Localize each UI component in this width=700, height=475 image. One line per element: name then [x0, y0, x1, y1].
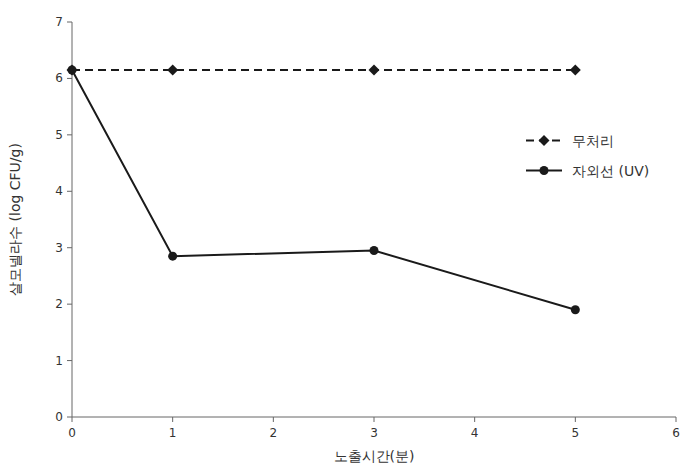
y-axis-line	[72, 22, 73, 417]
data-point	[68, 65, 77, 74]
y-tick	[67, 134, 72, 135]
y-axis-label: 살모넬라수 (log CFU/g)	[7, 143, 23, 296]
y-tick	[67, 22, 72, 23]
x-tick-label: 5	[572, 426, 580, 440]
legend: 무처리자외선 (UV)	[526, 133, 649, 179]
axes: 0 1 2 3 4 5 6 0 1 2 3 4 5 6 7	[55, 15, 679, 440]
data-point	[167, 64, 178, 75]
series	[68, 65, 580, 314]
y-tick-label: 2	[55, 297, 63, 311]
x-tick	[72, 417, 73, 422]
data-point	[570, 64, 581, 75]
x-tick-label: 6	[672, 426, 680, 440]
x-tick	[172, 417, 173, 422]
y-tick	[67, 191, 72, 192]
legend-marker	[539, 135, 550, 146]
y-tick-label: 7	[55, 15, 63, 29]
data-point	[369, 64, 380, 75]
y-tick-label: 4	[55, 184, 63, 198]
x-tick-label: 4	[471, 426, 479, 440]
y-tick-label: 6	[55, 71, 63, 85]
y-tick	[67, 247, 72, 248]
y-tick-label: 5	[55, 128, 63, 142]
x-axis-label: 노출시간(분)	[334, 448, 415, 464]
legend-marker	[540, 166, 549, 175]
data-point	[67, 64, 78, 75]
x-tick-label: 3	[370, 426, 378, 440]
y-tick	[67, 78, 72, 79]
x-tick	[474, 417, 475, 422]
x-tick-label: 1	[169, 426, 177, 440]
series-line	[72, 69, 575, 71]
data-point	[168, 252, 177, 261]
x-tick	[374, 417, 375, 422]
y-tick	[67, 304, 72, 305]
plot-area	[67, 64, 581, 314]
x-tick	[575, 417, 576, 422]
chart-svg: 0 1 2 3 4 5 6 0 1 2 3 4 5 6 7 노출시간(분) 살모넬라수 (log CFU/g) 무…	[0, 0, 700, 475]
x-tick	[273, 417, 274, 422]
series-line	[72, 70, 575, 310]
data-point	[370, 246, 379, 255]
chart-container: 0 1 2 3 4 5 6 0 1 2 3 4 5 6 7 노출시간(분) 살모넬라수 (log CFU/g) 무…	[0, 0, 700, 475]
legend-label: 무처리	[572, 133, 614, 149]
y-tick-label: 0	[55, 410, 63, 424]
y-tick	[67, 360, 72, 361]
x-tick-label: 0	[68, 426, 76, 440]
data-point	[571, 305, 580, 314]
x-tick	[676, 417, 677, 422]
y-tick	[67, 417, 72, 418]
y-tick-label: 1	[55, 354, 63, 368]
y-tick-label: 3	[55, 241, 63, 255]
series	[67, 64, 581, 75]
legend-label: 자외선 (UV)	[572, 163, 649, 179]
x-tick-label: 2	[270, 426, 278, 440]
